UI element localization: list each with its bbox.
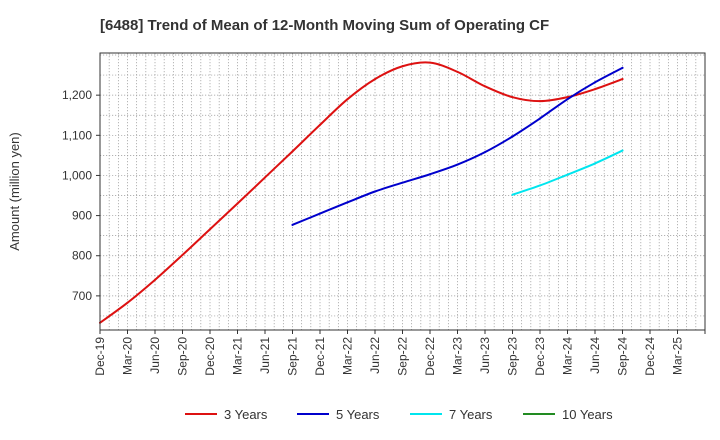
legend-item: 7 Years (410, 407, 493, 422)
data-point (621, 78, 624, 81)
data-point (291, 150, 294, 153)
x-tick-label: Mar-24 (561, 337, 575, 375)
x-tick-label: Sep-22 (396, 337, 410, 376)
x-tick-label: Dec-24 (643, 337, 657, 376)
data-point (264, 176, 266, 179)
data-point (539, 184, 541, 187)
data-point (374, 78, 376, 81)
data-point (484, 151, 486, 154)
data-point (319, 212, 321, 215)
x-tick-label: Sep-24 (616, 337, 630, 376)
legend-label: 7 Years (449, 407, 493, 422)
data-point (484, 85, 486, 88)
data-point (456, 70, 459, 73)
x-tick-label: Mar-20 (121, 337, 135, 375)
legend-item: 10 Years (523, 407, 613, 422)
x-ticks: Dec-19 Mar-20 Jun-20 Sep-20 Dec-20 Mar-21 Jun-… (93, 330, 706, 376)
data-point (429, 173, 431, 176)
data-point (594, 162, 596, 165)
series-line (99, 61, 624, 324)
x-tick-label: Mar-23 (451, 337, 465, 375)
data-point (621, 149, 624, 152)
x-tick-label: Mar-22 (341, 337, 355, 375)
y-tick-label: 1,100 (62, 128, 92, 142)
series-7-years (511, 149, 624, 196)
x-tick-label: Mar-21 (231, 337, 245, 375)
legend: 3 Years 5 Years 7 Years 10 Years (185, 407, 613, 422)
y-tick-label: 1,000 (62, 168, 92, 182)
x-tick-label: Dec-20 (203, 337, 217, 376)
x-tick-label: Dec-23 (533, 337, 547, 376)
series-5-years (291, 66, 624, 226)
data-point (621, 66, 624, 69)
data-point (291, 223, 294, 226)
data-point (236, 202, 239, 205)
data-point (566, 173, 569, 176)
data-point (539, 100, 541, 103)
data-point (181, 253, 184, 256)
data-point (126, 301, 129, 304)
x-tick-label: Jun-24 (588, 337, 602, 374)
y-tick-label: 700 (72, 289, 92, 303)
data-point (346, 201, 349, 204)
data-point (594, 88, 596, 91)
legend-label: 10 Years (562, 407, 613, 422)
x-tick-label: Dec-22 (423, 337, 437, 376)
x-tick-label: Mar-25 (671, 337, 685, 375)
data-point (594, 81, 596, 84)
series-layer (99, 61, 624, 324)
data-point (511, 193, 514, 196)
x-tick-label: Jun-22 (368, 337, 382, 374)
legend-label: 5 Years (336, 407, 380, 422)
data-point (346, 98, 349, 101)
data-point (456, 163, 459, 166)
data-point (539, 117, 541, 120)
x-tick-label: Dec-21 (313, 337, 327, 376)
data-point (374, 190, 376, 193)
x-tick-label: Dec-19 (93, 337, 107, 376)
y-ticks: 700 800 900 1,000 1,100 1,200 (62, 88, 100, 303)
grid (100, 53, 705, 330)
x-tick-label: Sep-23 (506, 337, 520, 376)
x-tick-label: Sep-20 (176, 337, 190, 376)
legend-item: 5 Years (297, 407, 380, 422)
y-tick-label: 800 (72, 249, 92, 263)
data-point (566, 98, 569, 101)
legend-item: 3 Years (185, 407, 268, 422)
data-point (401, 65, 404, 68)
data-point (511, 96, 514, 99)
x-tick-label: Sep-21 (286, 337, 300, 376)
y-axis-label: Amount (million yen) (7, 132, 22, 251)
data-point (154, 278, 156, 281)
legend-label: 3 Years (224, 407, 268, 422)
y-tick-label: 900 (72, 209, 92, 223)
x-tick-label: Jun-23 (478, 337, 492, 374)
data-point (401, 181, 404, 184)
x-tick-label: Jun-20 (148, 337, 162, 374)
y-tick-label: 1,200 (62, 88, 92, 102)
data-point (319, 123, 321, 126)
chart-title: [6488] Trend of Mean of 12-Month Moving … (100, 17, 549, 34)
data-point (511, 135, 514, 138)
data-point (429, 61, 431, 64)
data-point (209, 228, 211, 231)
x-tick-label: Jun-21 (258, 337, 272, 374)
series-3-years (99, 61, 624, 324)
